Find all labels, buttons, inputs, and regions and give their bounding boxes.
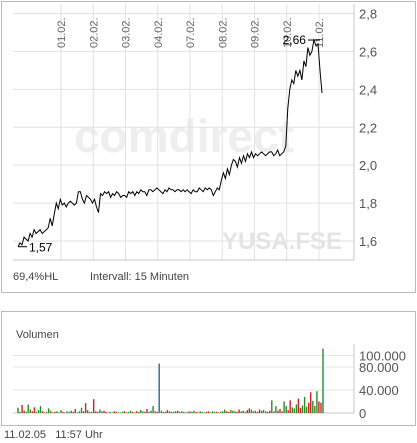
x-tick-label: 01.02.: [56, 17, 68, 48]
x-tick-label: 09.02.: [250, 17, 262, 48]
timestamp: 11.02.05 11:57 Uhr: [4, 429, 103, 441]
x-tick-label: 08.02.: [217, 17, 229, 48]
timestamp-time: 11:57 Uhr: [55, 429, 103, 441]
y-tick-label: 2,6: [359, 44, 377, 59]
x-tick-label: 11.02.: [314, 18, 326, 48]
x-tick-label: 03.02.: [121, 17, 133, 48]
range-label: 69,4%HL: [13, 271, 58, 283]
volume-y-tick-label: 0: [359, 406, 366, 421]
price-line: [17, 38, 323, 247]
y-tick-label: 2,4: [359, 82, 377, 97]
x-tick-label: 07.02.: [185, 17, 197, 48]
x-tick-label: 02.02.: [88, 17, 100, 48]
volume-y-tick-label: 100.000: [359, 349, 406, 364]
max-label: 2,66: [283, 33, 307, 47]
y-tick-label: 2,8: [359, 6, 377, 21]
min-label: 1,57: [29, 241, 53, 255]
interval-label: Intervall: 15 Minuten: [90, 271, 189, 283]
volume-y-tick-label: 80.000: [359, 360, 399, 375]
price-chart: comdirectYUSA.FSE2,82,62,42,22,01,81,601…: [13, 4, 377, 283]
y-tick-label: 1,8: [359, 196, 377, 211]
y-tick-label: 1,6: [359, 234, 377, 249]
y-tick-label: 2,2: [359, 120, 377, 135]
volume-title: Volumen: [16, 329, 59, 341]
price-chart-panel: comdirect YUSA.FSE 2,8 2,6 2,4 2,2 2,0 1,8 1,6 01…: [1, 1, 416, 293]
x-tick-label: 04.02.: [153, 17, 165, 48]
x-tick-label: 10.02.: [282, 17, 294, 48]
volume-chart-panel: Volumen 100.000 80.000 40.000 0: [1, 311, 416, 426]
watermark-logo: comdirect: [74, 110, 294, 162]
y-tick-label: 2,0: [359, 158, 377, 173]
volume-y-tick-label: 40.000: [359, 383, 399, 398]
timestamp-date: 11.02.05: [4, 429, 47, 441]
